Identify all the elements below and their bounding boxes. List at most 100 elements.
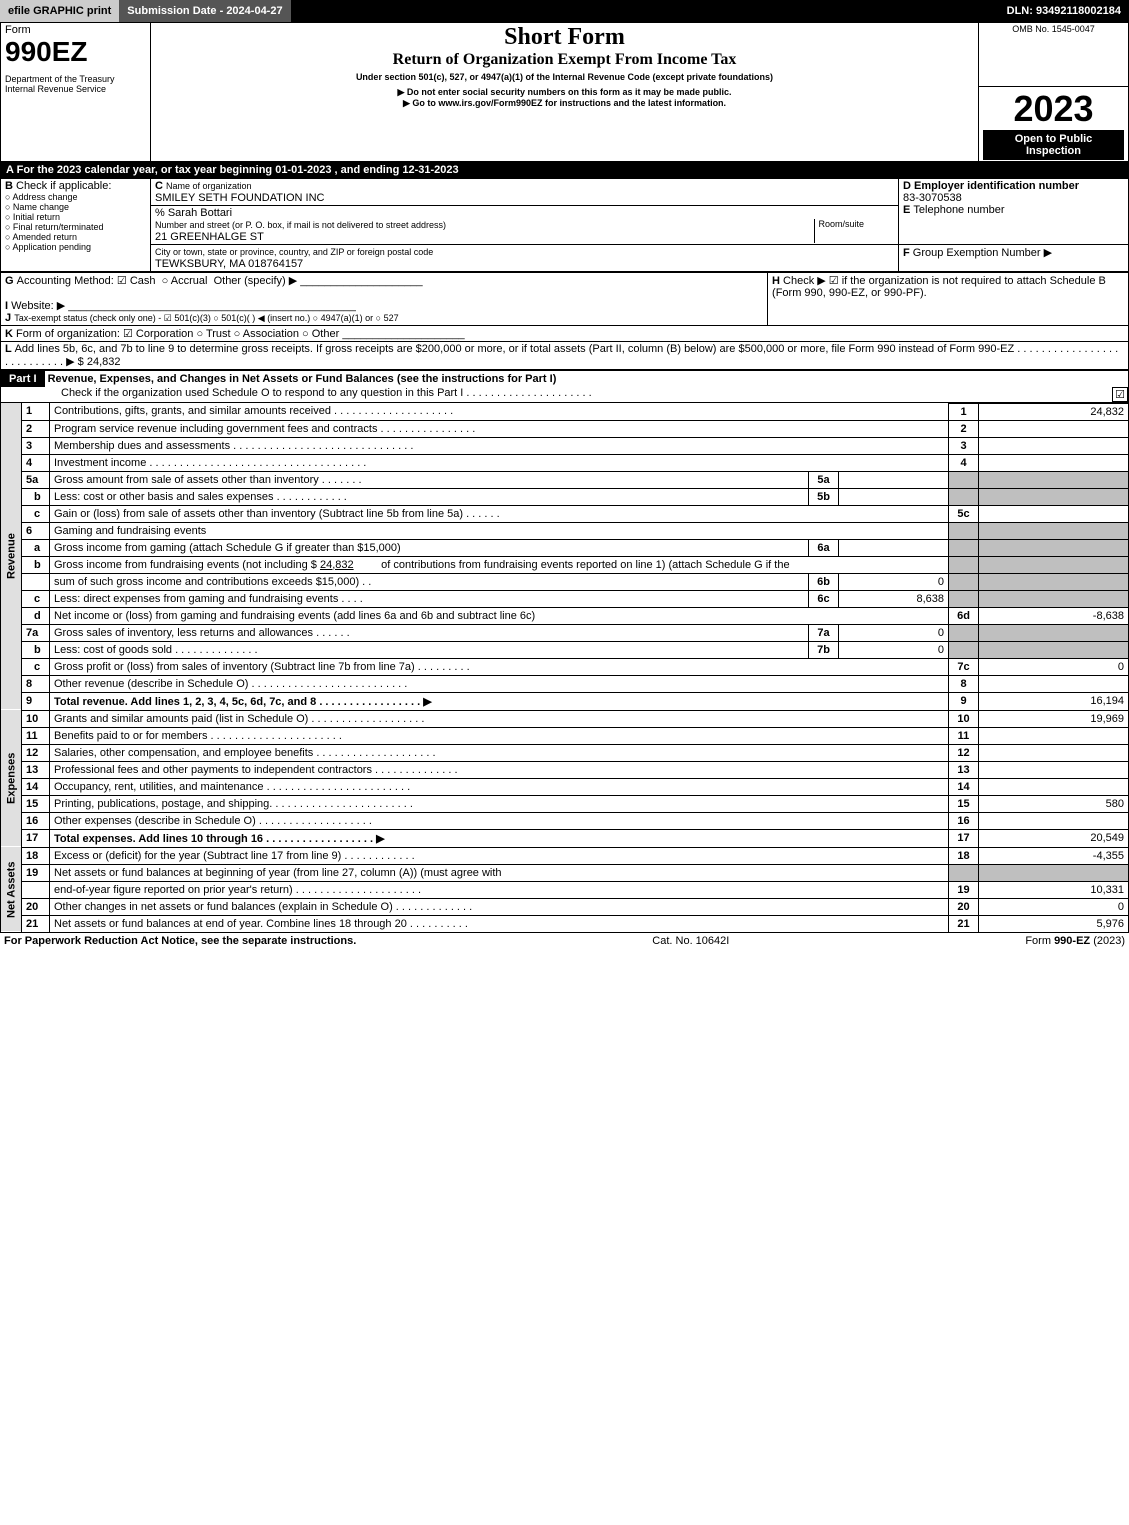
part1-title: Revenue, Expenses, and Changes in Net As… [48, 373, 557, 385]
line-6c-box: 6c [809, 590, 839, 607]
line-19-desc-b: end-of-year figure reported on prior yea… [50, 881, 949, 898]
l-text: Add lines 5b, 6c, and 7b to line 9 to de… [5, 343, 1118, 368]
line-13-desc: Professional fees and other payments to … [50, 761, 949, 778]
expenses-side-label: Expenses [1, 710, 22, 847]
line-16-amt [979, 812, 1129, 829]
line-11-amt [979, 727, 1129, 744]
line-20-desc: Other changes in net assets or fund bala… [50, 898, 949, 915]
line-7a-box: 7a [809, 624, 839, 641]
netassets-side-label: Net Assets [1, 847, 22, 932]
form-word: Form [5, 24, 146, 36]
h-text: Check ▶ ☑ if the organization is not req… [772, 275, 1106, 299]
g-cash[interactable]: Cash [130, 275, 156, 287]
omb-label: OMB No. 1545-0047 [983, 24, 1124, 34]
line-3-amt [979, 437, 1129, 454]
line-4-amt [979, 454, 1129, 471]
line-17-amt: 20,549 [979, 829, 1129, 847]
line-12-desc: Salaries, other compensation, and employ… [50, 744, 949, 761]
k-text: Form of organization: ☑ Corporation ○ Tr… [16, 328, 339, 340]
line-3-desc: Membership dues and assessments . . . . … [50, 437, 949, 454]
line-18-desc: Excess or (deficit) for the year (Subtra… [50, 847, 949, 864]
line-10-desc: Grants and similar amounts paid (list in… [50, 710, 949, 727]
line-a: A For the 2023 calendar year, or tax yea… [0, 162, 1129, 178]
line-1-amt: 24,832 [979, 403, 1129, 420]
line-6a-inner [839, 539, 949, 556]
schedule-o-checkbox[interactable]: ☑ [1112, 387, 1128, 402]
line-21-desc: Net assets or fund balances at end of ye… [50, 915, 949, 932]
tax-year: 2023 [983, 88, 1124, 130]
line-6a-box: 6a [809, 539, 839, 556]
d-label: Employer identification number [914, 180, 1079, 192]
line-6a-desc: Gross income from gaming (attach Schedul… [50, 539, 809, 556]
line-a-text: For the 2023 calendar year, or tax year … [17, 164, 459, 176]
line-16-desc: Other expenses (describe in Schedule O) … [50, 812, 949, 829]
line-11-desc: Benefits paid to or for members . . . . … [50, 727, 949, 744]
page-footer: For Paperwork Reduction Act Notice, see … [0, 933, 1129, 949]
footer-right: Form 990-EZ (2023) [1025, 935, 1125, 947]
ein-value: 83-3070538 [903, 192, 962, 204]
b-option-1[interactable]: ○ Name change [5, 202, 146, 212]
line-7a-desc: Gross sales of inventory, less returns a… [50, 624, 809, 641]
room-label: Room/suite [814, 219, 894, 243]
g-accrual[interactable]: Accrual [171, 275, 208, 287]
line-6b-box: 6b [809, 573, 839, 590]
line-7b-box: 7b [809, 641, 839, 658]
line-7c-amt: 0 [979, 658, 1129, 675]
short-form-title: Short Form [155, 24, 974, 51]
org-name: SMILEY SETH FOUNDATION INC [155, 192, 325, 204]
efile-label[interactable]: efile GRAPHIC print [0, 0, 119, 22]
b-option-4[interactable]: ○ Amended return [5, 232, 146, 242]
b-option-2[interactable]: ○ Initial return [5, 212, 146, 222]
line-6d-desc: Net income or (loss) from gaming and fun… [50, 607, 949, 624]
line-6d-amt: -8,638 [979, 607, 1129, 624]
line-19-amt: 10,331 [979, 881, 1129, 898]
warn-ssn: ▶ Do not enter social security numbers o… [155, 87, 974, 98]
line-14-amt [979, 778, 1129, 795]
line-5c-amt [979, 505, 1129, 522]
top-bar: efile GRAPHIC print Submission Date - 20… [0, 0, 1129, 22]
line-1-desc: Contributions, gifts, grants, and simila… [50, 403, 949, 420]
c-label: Name of organization [166, 181, 252, 191]
warn-link[interactable]: ▶ Go to www.irs.gov/Form990EZ for instru… [155, 98, 974, 109]
line-7b-desc: Less: cost of goods sold . . . . . . . .… [50, 641, 809, 658]
dln-label: DLN: 93492118002184 [999, 0, 1129, 22]
l-value: 24,832 [87, 356, 121, 368]
lines-table: Revenue 1Contributions, gifts, grants, a… [0, 403, 1129, 933]
line-5a-box: 5a [809, 471, 839, 488]
line-12-amt [979, 744, 1129, 761]
line-6b-inner: 0 [839, 573, 949, 590]
b-option-3[interactable]: ○ Final return/terminated [5, 222, 146, 232]
line-5c-desc: Gain or (loss) from sale of assets other… [50, 505, 949, 522]
line-14-desc: Occupancy, rent, utilities, and maintena… [50, 778, 949, 795]
part1-checknote: Check if the organization used Schedule … [1, 387, 592, 399]
line-6b-post1: of contributions from fundraising events… [381, 559, 789, 571]
b-option-5[interactable]: ○ Application pending [5, 242, 146, 252]
addr-label: Number and street (or P. O. box, if mail… [155, 220, 446, 230]
form-header: Form 990EZ Department of the Treasury In… [0, 22, 1129, 162]
line-20-amt: 0 [979, 898, 1129, 915]
line-6c-desc: Less: direct expenses from gaming and fu… [50, 590, 809, 607]
arrow-icon: ▶ [1044, 247, 1052, 259]
part1-label: Part I [1, 371, 45, 387]
line-2-desc: Program service revenue including govern… [50, 420, 949, 437]
b-option-0[interactable]: ○ Address change [5, 192, 146, 202]
line-5b-box: 5b [809, 488, 839, 505]
line-6b-desc-2: sum of such gross income and contributio… [50, 573, 809, 590]
g-other[interactable]: Other (specify) ▶ [214, 275, 298, 287]
entity-block: B Check if applicable: ○ Address change○… [0, 178, 1129, 272]
line-17-desc: Total expenses. Add lines 10 through 16 … [50, 829, 949, 847]
revenue-side-label: Revenue [1, 403, 22, 710]
line-5a-inner [839, 471, 949, 488]
line-15-desc: Printing, publications, postage, and shi… [50, 795, 949, 812]
line-5a-desc: Gross amount from sale of assets other t… [50, 471, 809, 488]
j-text: Tax-exempt status (check only one) - ☑ 5… [14, 313, 398, 323]
line-15-amt: 580 [979, 795, 1129, 812]
open-public: Open to Public Inspection [983, 130, 1124, 160]
line-6-desc: Gaming and fundraising events [50, 522, 949, 539]
b-label: Check if applicable: [16, 180, 111, 192]
submission-date: Submission Date - 2024-04-27 [119, 0, 290, 22]
line-6b-val: 24,832 [320, 559, 354, 571]
line-9-amt: 16,194 [979, 692, 1129, 710]
f-label: Group Exemption Number [913, 247, 1041, 259]
street-addr: 21 GREENHALGE ST [155, 231, 264, 243]
